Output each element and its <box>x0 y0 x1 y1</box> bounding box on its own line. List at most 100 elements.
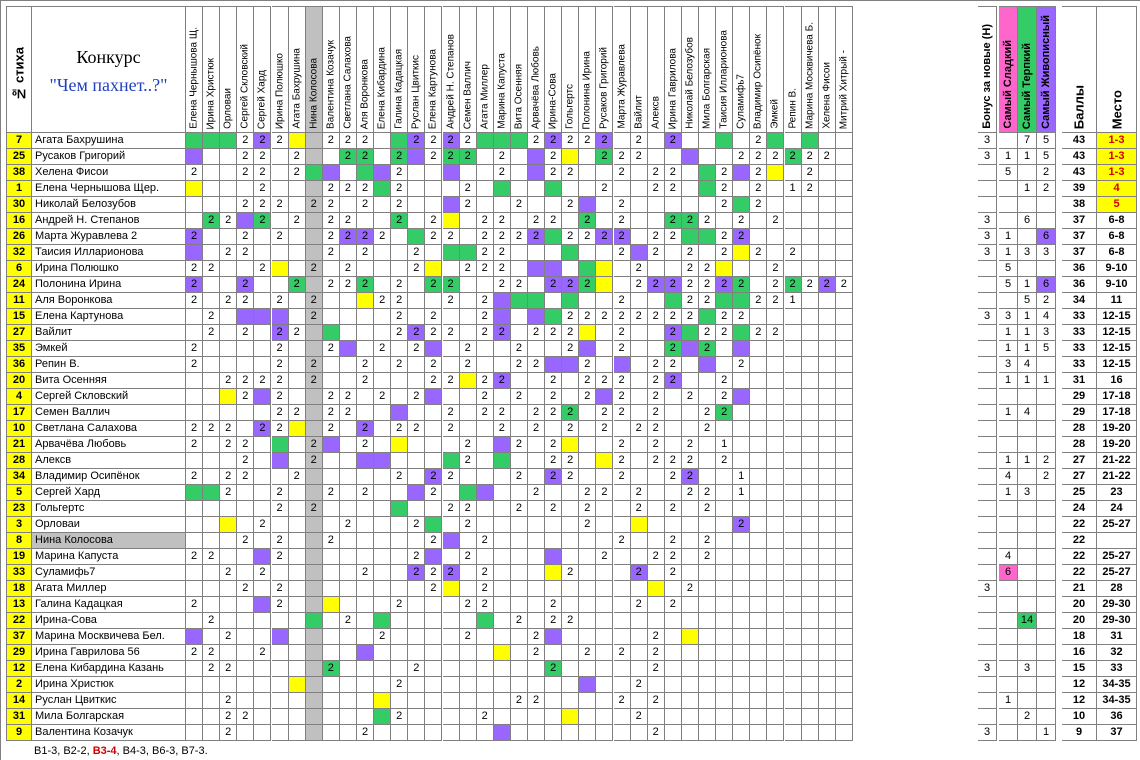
author-name[interactable]: Алексв <box>32 453 186 469</box>
author-name[interactable]: Суламифь7 <box>32 565 186 581</box>
vote-cell <box>818 357 836 373</box>
vote-cell <box>699 469 717 485</box>
author-name[interactable]: Вайлит <box>32 325 186 341</box>
vote-cell <box>545 645 563 661</box>
author-name[interactable]: Марина Москвичева Бел. <box>32 629 186 645</box>
author-name[interactable]: Таисия Илларионова <box>32 245 186 261</box>
author-name[interactable]: Полонина Ирина <box>32 277 186 293</box>
vote-cell <box>237 517 255 533</box>
vote-cell <box>357 597 375 613</box>
author-name[interactable]: Сергей Хард <box>32 485 186 501</box>
vote-cell <box>562 725 580 741</box>
author-name[interactable]: Ирина-Сова <box>32 613 186 629</box>
author-name[interactable]: Русаков Григорий <box>32 149 186 165</box>
vote-cell: 2 <box>374 629 392 645</box>
vote-cell <box>818 229 836 245</box>
vote-cell <box>835 453 853 469</box>
author-name[interactable]: Агата Бахрушина <box>32 133 186 149</box>
author-name[interactable]: Мила Болгарская <box>32 709 186 725</box>
vote-cell <box>339 645 357 661</box>
author-name[interactable]: Гольгертс <box>32 501 186 517</box>
author-name[interactable]: Ирина Христюк <box>32 677 186 693</box>
vote-cell <box>203 373 221 389</box>
vote-cell <box>681 661 699 677</box>
vote-cell <box>545 229 563 245</box>
author-name[interactable]: Елена Картунова <box>32 309 186 325</box>
nomination-value <box>1018 597 1037 613</box>
author-name[interactable]: Владимир Осипёнок <box>32 469 186 485</box>
author-name[interactable]: Руслан Цвиткис <box>32 693 186 709</box>
vote-cell: 2 <box>630 261 648 277</box>
author-name[interactable]: Марина Капуста <box>32 549 186 565</box>
vote-cell: 2 <box>271 549 289 565</box>
author-name[interactable]: Аля Воронкова <box>32 293 186 309</box>
row-number: 19 <box>6 549 32 565</box>
vote-cell <box>596 277 614 293</box>
vote-cell <box>528 245 546 261</box>
vote-cell <box>374 501 392 517</box>
vote-cell: 2 <box>545 597 563 613</box>
place-value: 36 <box>1097 709 1137 725</box>
vote-cell <box>391 533 409 549</box>
author-name[interactable]: Эмкей <box>32 341 186 357</box>
author-name[interactable]: Елена Кибардина Казань <box>32 661 186 677</box>
author-name[interactable]: Нина Колосова <box>32 533 186 549</box>
author-name[interactable]: Сергей Скловский <box>32 389 186 405</box>
nomination-value: 3 <box>978 149 997 165</box>
vote-cell <box>630 549 648 565</box>
vote-cell <box>579 613 597 629</box>
author-name[interactable]: Ирина Гаврилова 56 <box>32 645 186 661</box>
jury-header-5: Сергей Хард <box>254 6 272 133</box>
author-name[interactable]: Ирина Полюшко <box>32 261 186 277</box>
vote-cell <box>716 149 734 165</box>
author-name[interactable]: Марта Журавлева 2 <box>32 229 186 245</box>
author-name[interactable]: Андрей Н. Степанов <box>32 213 186 229</box>
vote-cell: 2 <box>647 373 665 389</box>
author-name[interactable]: Агата Миллер <box>32 581 186 597</box>
vote-cell <box>630 325 648 341</box>
vote-cell: 2 <box>664 341 682 357</box>
vote-cell: 2 <box>476 245 494 261</box>
vote-cell <box>271 149 289 165</box>
vote-cell <box>596 613 614 629</box>
author-name[interactable]: Валентина Козачук <box>32 725 186 741</box>
vote-cell <box>186 629 204 645</box>
vote-cell <box>339 373 357 389</box>
vote-cell <box>733 245 751 261</box>
vote-cell <box>374 133 392 149</box>
nomination-value <box>978 677 997 693</box>
vote-cell <box>305 517 323 533</box>
vote-cell <box>510 485 528 501</box>
vote-cell: 2 <box>750 245 768 261</box>
author-name[interactable]: Хелена Фисои <box>32 165 186 181</box>
vote-cell <box>784 373 802 389</box>
vote-cell: 2 <box>220 245 238 261</box>
author-name[interactable]: Светлана Салахова <box>32 421 186 437</box>
vote-cell: 2 <box>596 133 614 149</box>
vote-cell <box>339 725 357 741</box>
vote-cell <box>442 437 460 453</box>
vote-cell <box>664 629 682 645</box>
vote-cell: 2 <box>545 389 563 405</box>
author-name[interactable]: Елена Чернышова Щер. <box>32 181 186 197</box>
vote-cell <box>510 453 528 469</box>
author-name[interactable]: Арвачёва Любовь <box>32 437 186 453</box>
vote-cell: 2 <box>579 133 597 149</box>
author-name[interactable]: Вита Осенняя <box>32 373 186 389</box>
author-name[interactable]: Николай Белозубов <box>32 197 186 213</box>
author-name[interactable]: Репин В. <box>32 357 186 373</box>
author-name[interactable]: Галина Кадацкая <box>32 597 186 613</box>
nomination-value: 1 <box>1018 341 1037 357</box>
author-name[interactable]: Семен Валлич <box>32 405 186 421</box>
score-value: 37 <box>1062 245 1097 261</box>
vote-cell: 2 <box>699 293 717 309</box>
vote-cell: 2 <box>681 437 699 453</box>
vote-cell <box>476 341 494 357</box>
jury-name: Валентина Козачук <box>325 40 337 129</box>
vote-cell <box>322 581 340 597</box>
vote-cell <box>186 709 204 725</box>
author-name[interactable]: Орловаи <box>32 517 186 533</box>
place-value: 34-35 <box>1097 693 1137 709</box>
vote-cell: 2 <box>288 213 306 229</box>
score-value: 33 <box>1062 341 1097 357</box>
